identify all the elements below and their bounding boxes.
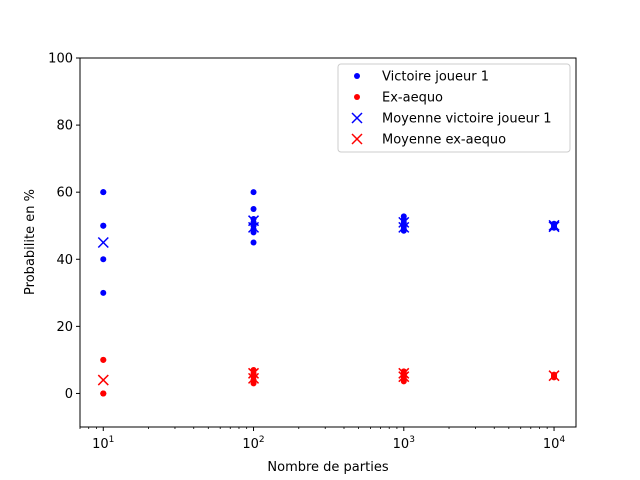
- point-ex-aequo: [100, 356, 107, 363]
- chart-marks: [97, 189, 560, 397]
- point-moyenne-victoire-joueur-1: [548, 219, 560, 231]
- point-moyenne-victoire-joueur-1: [398, 221, 410, 233]
- y-tick-label: 0: [65, 387, 73, 402]
- axes-frame: [79, 57, 577, 428]
- point-moyenne-victoire-joueur-1: [398, 216, 410, 228]
- point-victoire-joueur-1: [250, 189, 257, 196]
- point-moyenne-ex-aequo: [398, 367, 410, 379]
- legend-label: Moyenne victoire joueur 1: [382, 112, 552, 127]
- point-ex-aequo: [250, 380, 257, 387]
- x-tick-label: 101: [92, 435, 114, 452]
- y-tick-label: 20: [56, 320, 73, 335]
- x-tick-label: 104: [543, 435, 566, 452]
- x-axis-label: Nombre de parties: [267, 460, 388, 475]
- x-tick-label: 103: [393, 435, 415, 452]
- legend-label: Ex-aequo: [382, 91, 443, 106]
- y-tick-label: 60: [56, 186, 73, 201]
- point-moyenne-ex-aequo: [398, 371, 410, 383]
- point-victoire-joueur-1: [250, 229, 257, 236]
- point-ex-aequo: [100, 390, 107, 397]
- legend-marker: [354, 73, 360, 79]
- y-axis-label: Probabilite en %: [23, 189, 38, 295]
- legend-marker: [351, 133, 363, 145]
- axis-ticks: 0 20 40 60 80 100 101 102 103 104: [48, 52, 565, 453]
- point-moyenne-ex-aequo: [248, 367, 260, 379]
- legend-marker: [351, 112, 363, 124]
- legend-label: Victoire joueur 1: [382, 70, 489, 85]
- x-tick-label: 102: [242, 435, 264, 452]
- point-moyenne-ex-aequo: [548, 370, 560, 382]
- legend: Victoire joueur 1 Ex-aequo Moyenne victoir…: [337, 63, 571, 153]
- point-moyenne-victoire-joueur-1: [97, 236, 109, 249]
- point-victoire-joueur-1: [250, 205, 257, 212]
- legend-box: [337, 63, 571, 153]
- point-victoire-joueur-1: [100, 289, 107, 296]
- legend-label: Moyenne ex-aequo: [382, 133, 506, 148]
- y-tick-label: 40: [56, 253, 73, 268]
- point-victoire-joueur-1: [100, 189, 107, 196]
- y-tick-label: 100: [48, 52, 73, 67]
- y-tick-label: 80: [56, 119, 73, 134]
- point-victoire-joueur-1: [100, 256, 107, 263]
- point-ex-aequo: [551, 374, 558, 381]
- point-moyenne-ex-aequo: [248, 372, 260, 384]
- point-victoire-joueur-1: [250, 239, 257, 246]
- legend-marker: [354, 94, 360, 100]
- point-victoire-joueur-1: [100, 222, 107, 229]
- point-moyenne-victoire-joueur-1: [248, 221, 260, 233]
- point-ex-aequo: [400, 378, 407, 385]
- point-moyenne-victoire-joueur-1: [548, 221, 560, 233]
- point-moyenne-ex-aequo: [97, 374, 109, 386]
